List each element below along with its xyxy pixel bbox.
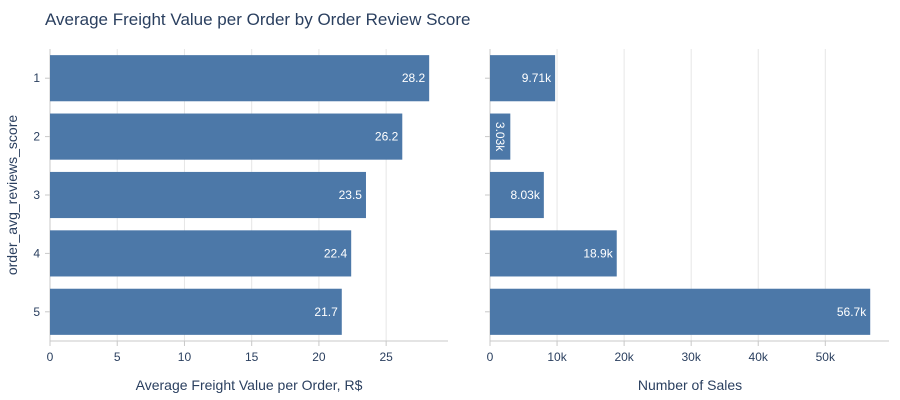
bar-value-label-freight-3: 22.4: [324, 246, 348, 260]
bar-value-label-sales-2: 8.03k: [510, 188, 540, 202]
x-tick-label-sales-4: 40k: [749, 350, 769, 364]
bar-freight-1: [50, 113, 403, 160]
x-tick-label-freight-1: 5: [114, 350, 121, 364]
x-tick-label-freight-5: 25: [379, 350, 393, 364]
bar-sales-4: [490, 288, 871, 335]
chart-title: Average Freight Value per Order by Order…: [45, 10, 471, 29]
bar-value-label-sales-0: 9.71k: [522, 71, 552, 85]
x-tick-label-sales-3: 30k: [681, 350, 701, 364]
x-tick-label-freight-3: 15: [245, 350, 259, 364]
bar-sales-1: [490, 113, 511, 160]
plot-area: 0 5 10 15 20 25 1 28.2 2 26.2 3 23.5 4 22.4 5 21.7 0 10k 2…: [33, 49, 889, 364]
bar-value-label-freight-2: 23.5: [339, 188, 363, 202]
x-axis-title-freight: Average Freight Value per Order, R$: [136, 377, 363, 393]
x-tick-label-sales-1: 10k: [547, 350, 567, 364]
x-tick-label-freight-4: 20: [312, 350, 326, 364]
x-axis-title-sales: Number of Sales: [638, 377, 742, 393]
y-tick-label-2: 3: [33, 188, 40, 202]
x-tick-label-sales-5: 50k: [816, 350, 836, 364]
bar-sales-3: [490, 230, 617, 277]
bar-value-label-freight-4: 21.7: [314, 305, 338, 319]
x-tick-label-sales-0: 0: [487, 350, 494, 364]
bar-value-label-sales-3: 18.9k: [583, 246, 613, 260]
bar-sales-2: [490, 171, 544, 219]
bar-freight-0: [50, 55, 430, 102]
bar-sales-0: [490, 55, 556, 102]
y-tick-label-0: 1: [33, 71, 40, 85]
y-axis-title: order_avg_reviews_score: [4, 115, 20, 276]
bar-value-label-freight-0: 28.2: [402, 71, 426, 85]
y-tick-label-4: 5: [33, 305, 40, 319]
bar-value-label-sales-4: 56.7k: [837, 305, 867, 319]
bar-freight-4: [50, 288, 342, 335]
x-tick-label-freight-0: 0: [47, 350, 54, 364]
bar-value-label-freight-1: 26.2: [375, 130, 399, 144]
bar-value-label-sales-1: 3.03k: [493, 122, 507, 152]
y-tick-label-3: 4: [33, 246, 40, 260]
y-tick-label-1: 2: [33, 130, 40, 144]
bar-freight-2: [50, 171, 366, 219]
bar-freight-3: [50, 230, 352, 277]
x-tick-label-freight-2: 10: [178, 350, 192, 364]
x-tick-label-sales-2: 20k: [614, 350, 634, 364]
